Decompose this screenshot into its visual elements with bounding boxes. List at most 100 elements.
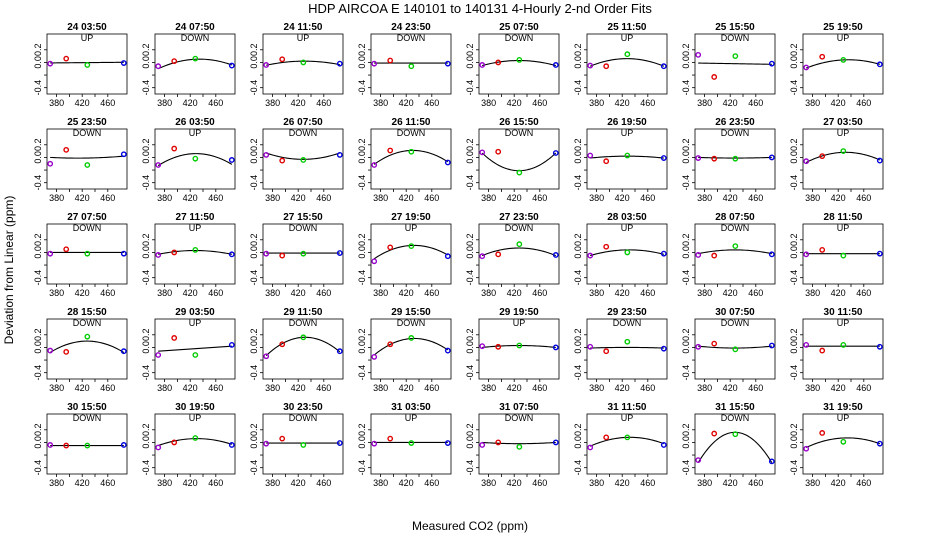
- x-tick-label: 380: [481, 288, 496, 298]
- x-tick-label: 380: [805, 193, 820, 203]
- panel-direction: DOWN: [721, 128, 750, 138]
- panel-direction: DOWN: [289, 413, 318, 423]
- x-tick-label: 420: [399, 478, 414, 488]
- data-point: [336, 348, 343, 355]
- data-point: [63, 348, 70, 355]
- data-point: [387, 341, 394, 348]
- y-tick-label: 0.0: [789, 341, 799, 354]
- x-tick-label: 460: [748, 383, 763, 393]
- data-point: [120, 151, 127, 158]
- panel-frame: [694, 318, 776, 380]
- y-tick-label: -0.4: [681, 175, 691, 191]
- x-tick-label: 380: [697, 383, 712, 393]
- x-tick-label: 460: [100, 98, 115, 108]
- fit-curve: [50, 155, 124, 159]
- y-tick-label: 0.0: [465, 436, 475, 449]
- data-point: [840, 438, 847, 445]
- y-tick-label: 0.2: [789, 44, 799, 57]
- panel-direction: DOWN: [397, 318, 426, 328]
- y-tick-label: -0.4: [573, 460, 583, 476]
- y-tick-label: 0.2: [33, 139, 43, 152]
- y-tick-label: 0.0: [465, 56, 475, 69]
- panel-direction: UP: [189, 413, 202, 423]
- y-tick-label: 0.2: [357, 424, 367, 437]
- data-point: [408, 440, 415, 446]
- data-point: [768, 458, 775, 465]
- data-point: [371, 440, 378, 447]
- fit-curve: [482, 344, 556, 348]
- x-tick-label: 420: [831, 383, 846, 393]
- fit-curve: [373, 149, 449, 165]
- data-point: [228, 157, 235, 163]
- panel-frame: [478, 413, 560, 475]
- panel-title: 28 07:50: [715, 212, 755, 223]
- y-tick-label: 0.0: [249, 56, 259, 69]
- data-point: [479, 253, 486, 260]
- data-point: [63, 55, 70, 62]
- x-tick-label: 460: [208, 478, 223, 488]
- fit-curve: [265, 336, 341, 357]
- panel-title: 30 19:50: [175, 402, 215, 413]
- x-tick-label: 380: [265, 193, 280, 203]
- data-point: [387, 147, 394, 154]
- panel-title: 24 11:50: [284, 22, 323, 33]
- x-tick-label: 460: [532, 193, 547, 203]
- data-point: [63, 146, 70, 153]
- y-tick-label: 0.2: [249, 424, 259, 437]
- data-point: [84, 442, 91, 449]
- y-tick-label: -0.4: [33, 460, 43, 476]
- data-point: [228, 442, 235, 448]
- data-point: [263, 62, 270, 68]
- data-point: [768, 342, 775, 349]
- x-tick-label: 460: [856, 478, 871, 488]
- x-tick-label: 420: [507, 288, 522, 298]
- panel-title: 26 23:50: [715, 117, 755, 128]
- data-point: [587, 152, 594, 159]
- y-tick-label: -0.4: [573, 365, 583, 381]
- panel-direction: UP: [189, 223, 202, 233]
- data-point: [876, 343, 883, 350]
- panel-direction: UP: [837, 128, 850, 138]
- data-point: [228, 62, 235, 69]
- data-point: [660, 442, 667, 448]
- data-point: [84, 162, 91, 168]
- y-tick-label: -0.4: [789, 80, 799, 96]
- panel-frame: [46, 318, 128, 380]
- y-tick-label: 0.2: [357, 44, 367, 57]
- data-point: [228, 341, 235, 348]
- data-point: [624, 152, 631, 159]
- panel-frame: [586, 318, 668, 380]
- data-point: [47, 250, 54, 257]
- x-tick-label: 460: [100, 193, 115, 203]
- data-point: [171, 145, 178, 152]
- x-tick-label: 460: [424, 98, 439, 108]
- x-tick-label: 380: [697, 193, 712, 203]
- x-tick-label: 420: [399, 98, 414, 108]
- y-tick-label: 0.2: [141, 329, 151, 342]
- panel-frame: [802, 318, 884, 380]
- y-tick-label: -0.4: [465, 175, 475, 191]
- y-tick-label: 0.0: [681, 341, 691, 354]
- x-tick-label: 460: [748, 98, 763, 108]
- y-tick-label: 0.0: [573, 436, 583, 449]
- data-point: [732, 243, 739, 250]
- panel-title: 29 23:50: [607, 307, 647, 318]
- panel-title: 29 19:50: [499, 307, 539, 318]
- panel-title: 25 15:50: [715, 22, 755, 33]
- panel-frame: [154, 128, 236, 190]
- x-tick-label: 460: [532, 98, 547, 108]
- y-tick-label: 0.0: [33, 151, 43, 164]
- y-tick-label: 0.2: [141, 424, 151, 437]
- data-point: [695, 155, 702, 161]
- y-tick-label: -0.4: [141, 80, 151, 96]
- data-point: [876, 440, 883, 447]
- y-tick-label: 0.0: [141, 56, 151, 69]
- data-point: [711, 340, 718, 347]
